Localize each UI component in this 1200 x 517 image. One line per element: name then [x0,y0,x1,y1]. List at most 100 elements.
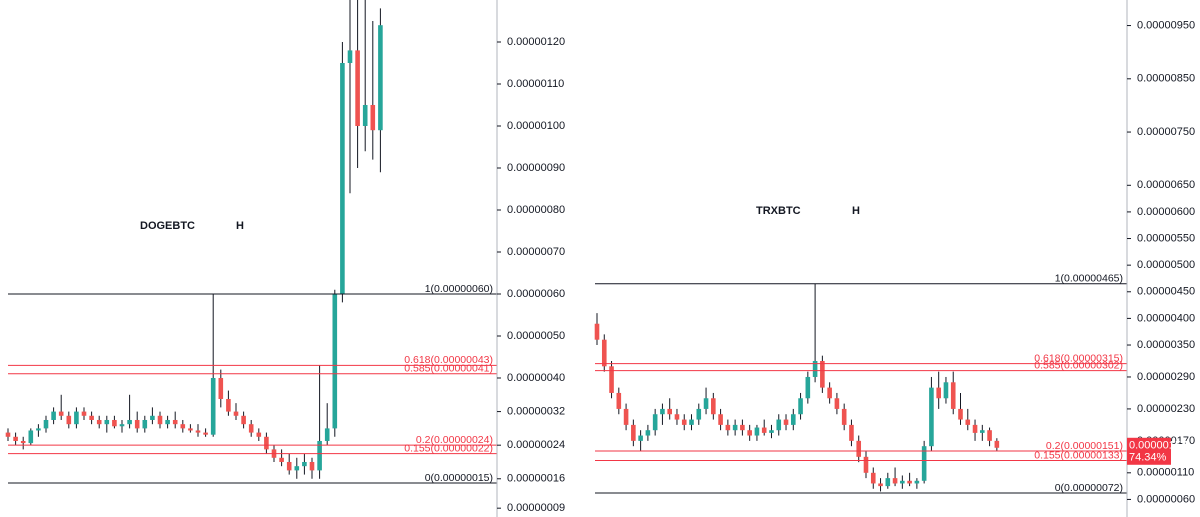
candle-body [112,419,117,427]
y-tick-label: 0.00000400 [1137,312,1195,324]
candle-body [96,419,102,425]
interval-label: H [236,220,244,232]
y-tick-label: 0.00000060 [507,288,565,300]
fib-label: 0.618(0.00000043) [404,354,493,366]
candle-body [754,427,760,436]
candle-body [994,440,1000,448]
last-change-label: 74.34% [1129,452,1167,464]
candle-body [761,427,767,433]
candle-body [718,414,723,425]
y-tick-label: 0.00000450 [1137,286,1195,298]
candle-body [302,461,307,467]
candle-body [362,104,368,126]
chart-panel: TRXBTC H 1(0.00000465) 0.618(0.00000315)0.5… [594,0,1195,517]
y-tick-label: 0.00000500 [1137,259,1195,271]
candle-body [980,430,985,433]
candle-body [43,419,49,429]
candle-body [324,428,330,441]
candle-body [841,408,847,425]
y-tick-label: 0.00000290 [1137,371,1195,383]
candle-body [594,323,600,340]
candle-body [286,461,292,471]
y-tick-label: 0.00000550 [1137,232,1195,244]
candle-body [355,50,360,126]
y-tick-label: 0.00000230 [1137,403,1195,415]
fib-label: 0.2(0.00000151) [1046,440,1123,452]
candle-body [203,432,208,435]
y-tick-label: 0.00000100 [507,120,565,132]
candle-body [601,339,607,367]
y-tick-label: 0.00000850 [1137,73,1195,85]
candle-body [711,398,716,415]
fib-label: 0.618(0.00000315) [1034,352,1123,364]
candle-body [13,436,18,441]
candle-body [279,457,284,462]
y-tick-label: 0.00000750 [1137,126,1195,138]
y-tick-label: 0.00000024 [507,439,565,451]
candle-body [703,398,709,409]
candle-body [134,419,140,429]
candle-body [347,50,353,63]
plot-area [5,0,383,479]
fib-label: 0(0.00000072) [1055,482,1123,494]
candle-body [943,382,949,399]
candle-body [674,414,680,420]
y-tick-label: 0.00000950 [1137,19,1195,31]
candle-body [66,415,72,425]
candle-body [294,466,300,471]
y-tick-label: 0.00000080 [507,204,565,216]
candle-body [950,382,956,409]
candle-body [5,432,11,437]
candle-body [638,435,643,441]
symbol-label: TRXBTC [756,205,801,217]
candle-body [660,408,665,415]
candle-body [769,430,774,433]
candle-body [689,419,694,425]
candle-body [827,387,832,399]
fib-label: 0.585(0.00000302) [1034,359,1123,371]
candle-body [783,419,789,425]
candle-body [172,419,178,425]
candle-body [188,428,193,431]
candle-body [776,419,782,431]
y-tick-label: 0.00000650 [1137,179,1195,191]
candle-body [812,360,818,377]
candle-body [987,430,992,441]
candle-body [681,419,687,425]
candle-body [180,424,186,429]
candle-body [936,387,941,399]
candle-body [233,411,239,416]
last-price-box [1127,437,1171,465]
candle-body [127,419,132,425]
candle-body [89,415,94,420]
candle-body [150,415,155,420]
candle-body [210,377,216,435]
y-tick-label: 0.00000600 [1137,206,1195,218]
y-tick-label: 0.00000110 [507,78,564,90]
candle-body [256,432,262,437]
candle-body [696,408,702,420]
candle-body [885,478,891,487]
candle-body [907,480,912,484]
candle-body [81,411,87,416]
candle-body [652,414,658,431]
candle-body [332,293,338,429]
candle-body [798,398,803,415]
candle-body [58,411,64,416]
fib-label: 1(0.00000060) [425,283,493,295]
candle-body [870,472,876,484]
candle-body [218,377,224,399]
candle-body [921,446,927,481]
candle-body [732,424,738,431]
candle-body [645,430,651,436]
fib-label: 1(0.00000465) [1055,273,1123,285]
candle-body [157,415,163,425]
candle-body [805,376,811,399]
candle-body [747,430,752,436]
fib-label: 0.155(0.00000133) [1034,449,1123,461]
candle-body [740,424,745,431]
candle-body [790,414,796,425]
fib-label: 0(0.00000015) [425,472,493,484]
candle-body [317,440,322,471]
candle-body [820,360,825,388]
